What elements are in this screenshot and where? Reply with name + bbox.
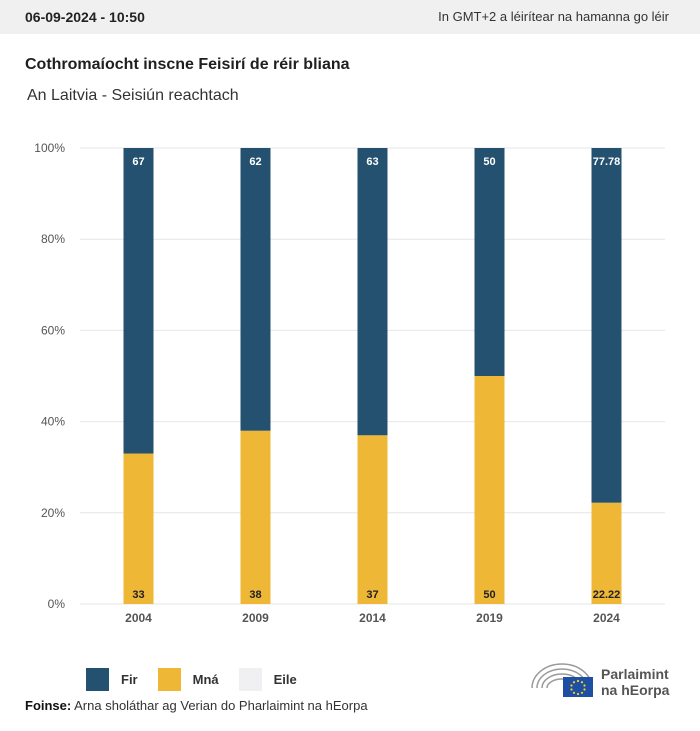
legend-swatch-women [157,667,181,691]
legend-label-men: Fir [121,671,138,687]
y-tick-label: 20% [41,506,65,520]
y-tick-label: 80% [41,232,65,246]
bar-men [357,148,388,436]
data-label-women: 37 [366,589,378,601]
legend: Fir Mná Eile [86,667,317,691]
bar-men [123,148,154,454]
legend-item-women[interactable]: Mná [157,667,219,691]
legend-label-women: Mná [192,671,219,687]
x-tick-label: 2009 [242,611,269,625]
source-note: Foinse: Arna sholáthar ag Verian do Phar… [25,698,368,713]
legend-item-men[interactable]: Fir [86,667,138,691]
x-tick-label: 2014 [359,611,386,625]
logo-text: Parlaimint na hEorpa [601,666,669,698]
x-tick-label: 2024 [593,611,620,625]
bar-men [591,148,622,503]
timezone-note: In GMT+2 a léirítear na hamanna go léir [438,9,669,24]
data-label-men: 62 [249,156,261,168]
bar-women [357,435,388,604]
data-label-women: 22.22 [593,589,621,601]
bar-women [240,430,271,604]
bar-women [474,376,505,604]
legend-label-other: Eile [273,671,297,687]
bar-men [240,148,271,431]
logo-line-1: Parlaimint [601,666,669,682]
x-tick-label: 2019 [476,611,503,625]
data-label-women: 50 [483,589,495,601]
bar-women [591,502,622,604]
data-label-men: 77.78 [593,156,621,168]
top-bar: 06-09-2024 - 10:50 In GMT+2 a léirítear … [0,0,700,34]
legend-swatch-other [238,667,262,691]
legend-swatch-men [86,667,109,691]
stacked-bar-chart: 0% 20% 40% 60% 80% 100% 67 33 2004 62 38 2009 63 37 20… [34,141,665,625]
bar-women [123,453,154,604]
source-label: Foinse: [25,698,72,713]
data-label-men: 67 [132,156,144,168]
european-parliament-logo: Parlaimint na hEorpa [530,658,680,700]
y-tick-label: 0% [48,597,66,611]
data-label-men: 50 [483,156,495,168]
parliament-hemicycle-icon [531,663,593,697]
y-tick-label: 40% [41,415,65,429]
y-tick-label: 60% [41,323,65,337]
logo-line-2: na hEorpa [601,682,670,698]
data-label-men: 63 [366,156,378,168]
chart-title: Cothromaíocht inscne Feisirí de réir bli… [25,56,350,73]
data-label-women: 33 [132,589,144,601]
legend-item-other[interactable]: Eile [238,667,297,691]
timestamp: 06-09-2024 - 10:50 [25,9,145,25]
y-tick-label: 100% [34,141,65,155]
source-text: Arna sholáthar ag Verian do Pharlaimint … [74,698,368,713]
x-tick-label: 2004 [125,611,152,625]
data-label-women: 38 [249,589,261,601]
bar-men [474,148,505,376]
chart-subtitle: An Laitvia - Seisiún reachtach [27,87,239,104]
